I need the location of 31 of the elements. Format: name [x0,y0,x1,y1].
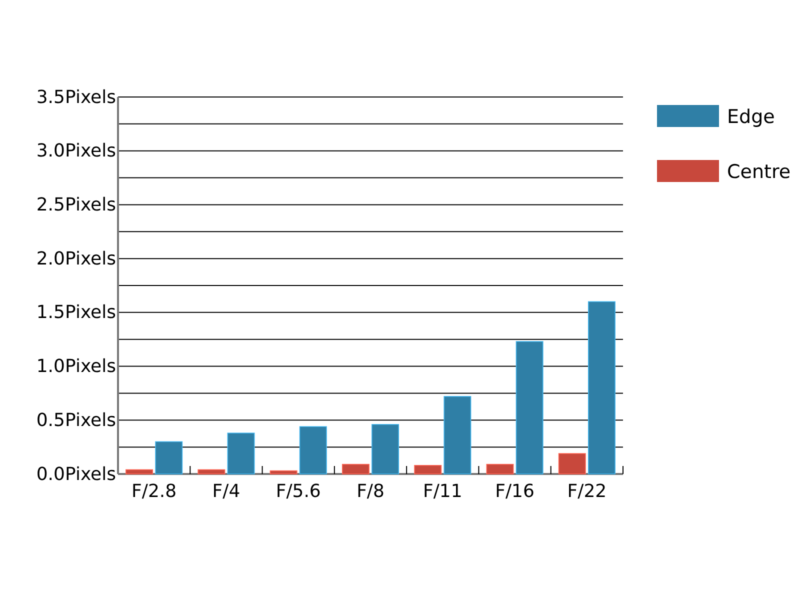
bar [372,424,400,474]
x-tick-label: F/22 [567,480,607,502]
x-tick-label: F/11 [422,480,462,502]
bar [414,464,442,474]
bar [227,432,255,474]
bar [155,441,183,474]
legend-label: Edge [727,106,775,128]
bar [198,469,226,474]
y-tick-label: 3.0Pixels [36,140,116,162]
bar [558,453,586,474]
bar [516,341,544,474]
y-tick-label: 0.0Pixels [36,464,116,485]
y-tick-label: 1.0Pixels [36,356,116,378]
x-tick-label: F/5.6 [276,480,321,502]
bar [444,396,472,474]
bar [126,469,154,474]
y-tick-label: 0.5Pixels [36,410,116,431]
bar [270,470,298,474]
x-tick-label: F/8 [356,480,384,502]
x-tick-label: F/16 [495,480,534,502]
y-tick-label: 3.5Pixels [36,86,116,108]
y-tick-label: 2.0Pixels [36,248,116,270]
bar [486,464,514,474]
bar [299,426,327,474]
legend-label: Centre [727,161,791,183]
x-tick-label: F/2.8 [132,480,177,502]
x-tick-label: F/4 [212,480,240,502]
y-tick-label: 1.5Pixels [36,302,116,324]
bar [588,301,616,474]
bar [342,464,370,474]
y-tick-label: 2.5Pixels [36,194,116,216]
